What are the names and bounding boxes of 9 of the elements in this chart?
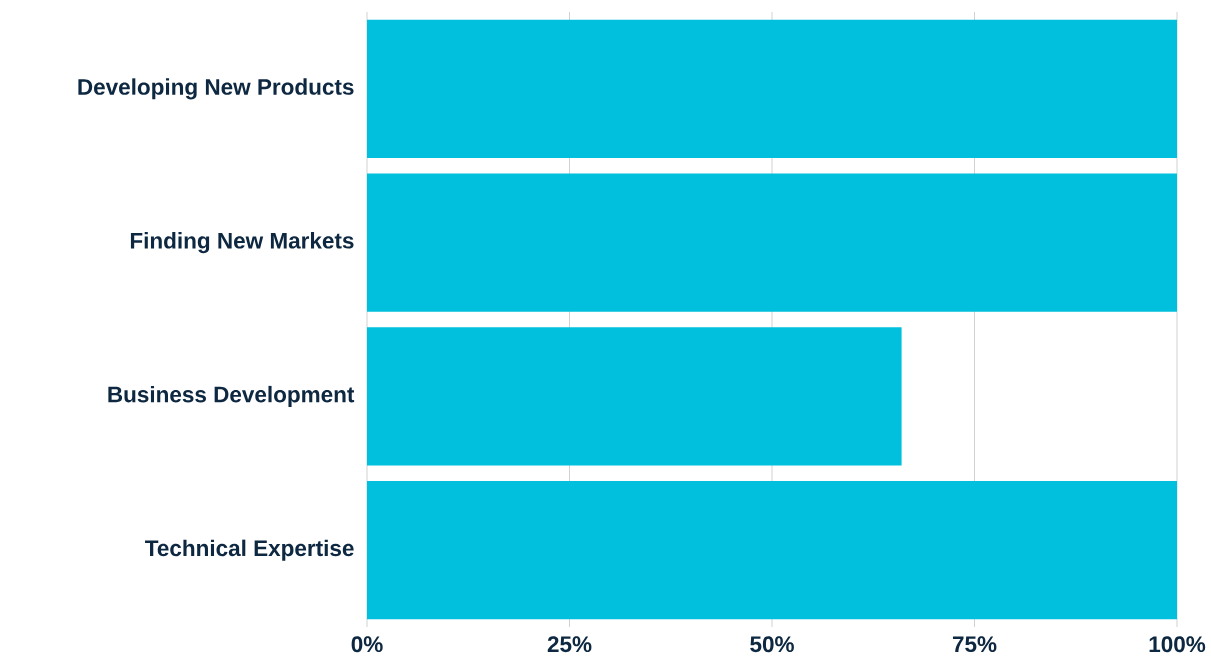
y-tick-label: Developing New Products: [78, 78, 354, 100]
y-tick-label: Technical Expertise: [145, 539, 354, 561]
x-tick-label: 0%: [351, 636, 383, 653]
y-tick-label: Business Development: [108, 385, 355, 407]
y-tick-label: Finding New Markets: [130, 232, 354, 254]
x-tick-label: 75%: [952, 636, 997, 653]
x-tick-label: 50%: [750, 636, 794, 653]
x-tick-label: 25%: [547, 636, 592, 653]
x-tick-label: 100%: [1149, 636, 1206, 653]
